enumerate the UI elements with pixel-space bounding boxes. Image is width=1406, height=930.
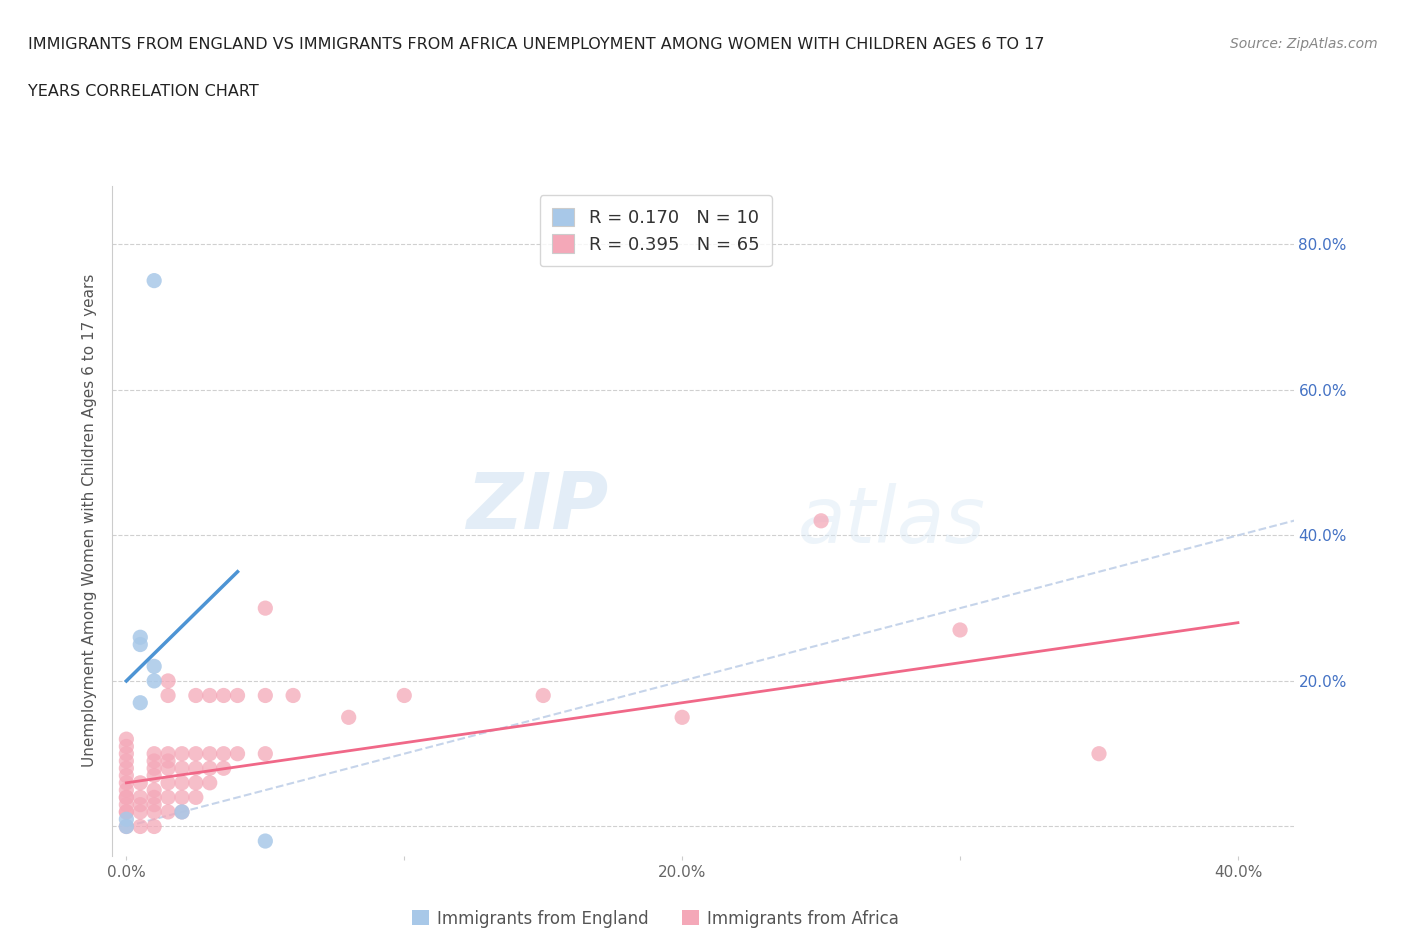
Immigrants from Africa [184,790,207,804]
Immigrants from Africa [129,790,152,804]
Immigrants from Africa [115,746,138,761]
Immigrants from Africa [115,732,138,747]
Immigrants from England [254,833,277,848]
Immigrants from Africa [115,783,138,798]
Immigrants from England [129,637,152,652]
Immigrants from England [129,630,152,644]
Immigrants from Africa [226,688,249,703]
Immigrants from England [143,659,166,674]
Immigrants from Africa [170,776,193,790]
Immigrants from Africa [170,790,193,804]
Immigrants from Africa [184,776,207,790]
Immigrants from Africa [143,746,166,761]
Immigrants from Africa [531,688,554,703]
Immigrants from Africa [254,688,277,703]
Immigrants from Africa [198,688,221,703]
Y-axis label: Unemployment Among Women with Children Ages 6 to 17 years: Unemployment Among Women with Children A… [82,274,97,767]
Text: IMMIGRANTS FROM ENGLAND VS IMMIGRANTS FROM AFRICA UNEMPLOYMENT AMONG WOMEN WITH : IMMIGRANTS FROM ENGLAND VS IMMIGRANTS FR… [28,37,1045,52]
Immigrants from Africa [226,746,249,761]
Immigrants from England [170,804,193,819]
Immigrants from Africa [115,797,138,812]
Immigrants from Africa [157,688,180,703]
Immigrants from Africa [157,753,180,768]
Text: Source: ZipAtlas.com: Source: ZipAtlas.com [1230,37,1378,51]
Immigrants from England [115,812,138,827]
Text: ZIP: ZIP [467,470,609,545]
Immigrants from Africa [212,746,235,761]
Immigrants from Africa [394,688,416,703]
Immigrants from Africa [157,804,180,819]
Immigrants from Africa [157,761,180,776]
Immigrants from Africa [115,819,138,834]
Immigrants from Africa [115,804,138,819]
Immigrants from Africa [157,673,180,688]
Immigrants from Africa [170,761,193,776]
Immigrants from Africa [143,804,166,819]
Immigrants from Africa [157,790,180,804]
Immigrants from Africa [115,804,138,819]
Immigrants from Africa [184,746,207,761]
Immigrants from Africa [129,797,152,812]
Immigrants from Africa [170,746,193,761]
Text: YEARS CORRELATION CHART: YEARS CORRELATION CHART [28,84,259,99]
Immigrants from Africa [949,622,972,637]
Immigrants from England [143,273,166,288]
Immigrants from Africa [115,790,138,804]
Immigrants from Africa [129,776,152,790]
Immigrants from Africa [170,804,193,819]
Immigrants from Africa [143,761,166,776]
Immigrants from Africa [143,753,166,768]
Immigrants from Africa [129,819,152,834]
Immigrants from Africa [254,601,277,616]
Immigrants from Africa [212,688,235,703]
Immigrants from Africa [157,776,180,790]
Immigrants from Africa [115,739,138,754]
Immigrants from Africa [810,513,832,528]
Immigrants from Africa [198,746,221,761]
Immigrants from Africa [143,797,166,812]
Immigrants from Africa [671,710,693,724]
Immigrants from Africa [254,746,277,761]
Text: atlas: atlas [797,483,986,559]
Immigrants from Africa [115,790,138,804]
Immigrants from Africa [1088,746,1111,761]
Immigrants from Africa [115,768,138,783]
Immigrants from Africa [143,768,166,783]
Immigrants from Africa [115,753,138,768]
Immigrants from Africa [129,804,152,819]
Immigrants from Africa [143,819,166,834]
Legend: Immigrants from England, Immigrants from Africa: Immigrants from England, Immigrants from… [406,903,905,930]
Immigrants from Africa [184,761,207,776]
Immigrants from England [115,819,138,834]
Immigrants from England [129,696,152,711]
Immigrants from Africa [281,688,304,703]
Immigrants from Africa [184,688,207,703]
Immigrants from Africa [115,776,138,790]
Immigrants from Africa [212,761,235,776]
Immigrants from Africa [198,761,221,776]
Immigrants from Africa [143,790,166,804]
Immigrants from Africa [337,710,360,724]
Immigrants from Africa [143,783,166,798]
Immigrants from Africa [198,776,221,790]
Immigrants from Africa [157,746,180,761]
Immigrants from England [143,673,166,688]
Immigrants from Africa [115,761,138,776]
